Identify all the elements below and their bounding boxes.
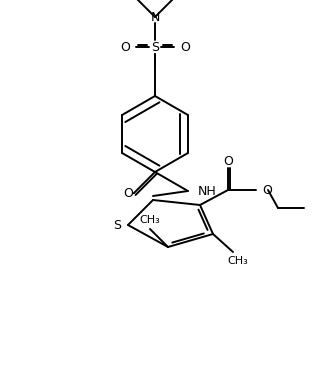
Text: S: S xyxy=(113,219,121,231)
Text: CH₃: CH₃ xyxy=(228,256,248,266)
Text: NH: NH xyxy=(198,185,217,197)
Text: O: O xyxy=(262,183,272,196)
Text: O: O xyxy=(223,154,233,167)
Text: CH₃: CH₃ xyxy=(140,215,160,225)
Text: O: O xyxy=(120,40,130,53)
Text: O: O xyxy=(123,187,133,200)
Text: S: S xyxy=(151,40,159,53)
Text: O: O xyxy=(180,40,190,53)
Text: N: N xyxy=(150,10,160,24)
